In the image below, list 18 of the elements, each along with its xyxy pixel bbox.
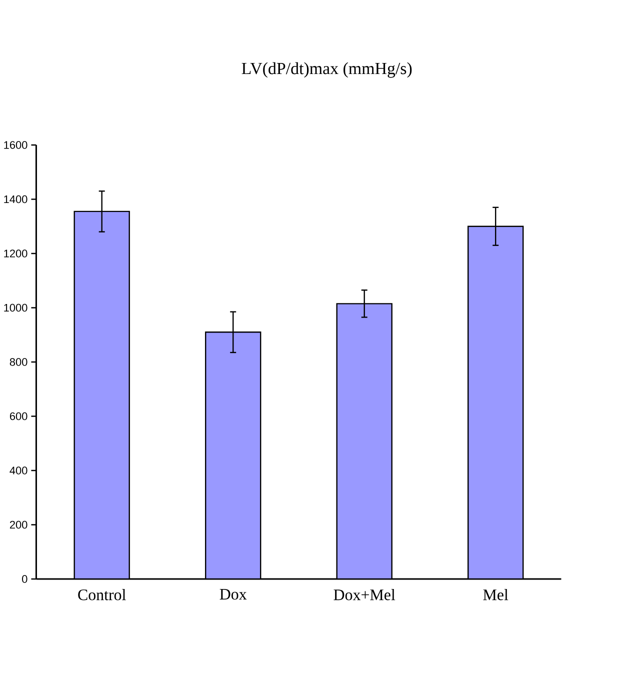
x-tick-label: Dox+Mel (334, 589, 396, 600)
y-tick-label: 200 (10, 520, 28, 529)
x-tick-label: Mel (483, 589, 508, 600)
y-tick-label: 1400 (4, 195, 28, 204)
y-tick-label: 400 (10, 466, 28, 474)
chart-title: LV(dP/dt)max (mmHg/s) (242, 62, 412, 78)
x-tick-label: Control (78, 589, 126, 600)
bar (468, 226, 524, 579)
y-tick-label: 1600 (4, 141, 28, 149)
bar (205, 332, 262, 579)
bar (336, 303, 393, 579)
y-tick-label: 600 (10, 412, 28, 420)
y-tick-label: 1200 (4, 250, 28, 258)
bar (74, 210, 130, 579)
y-tick-label: 0 (22, 575, 28, 583)
y-tick-label: 1000 (4, 304, 28, 312)
y-tick-label: 800 (10, 358, 28, 366)
x-tick-label: Dox (220, 589, 247, 600)
